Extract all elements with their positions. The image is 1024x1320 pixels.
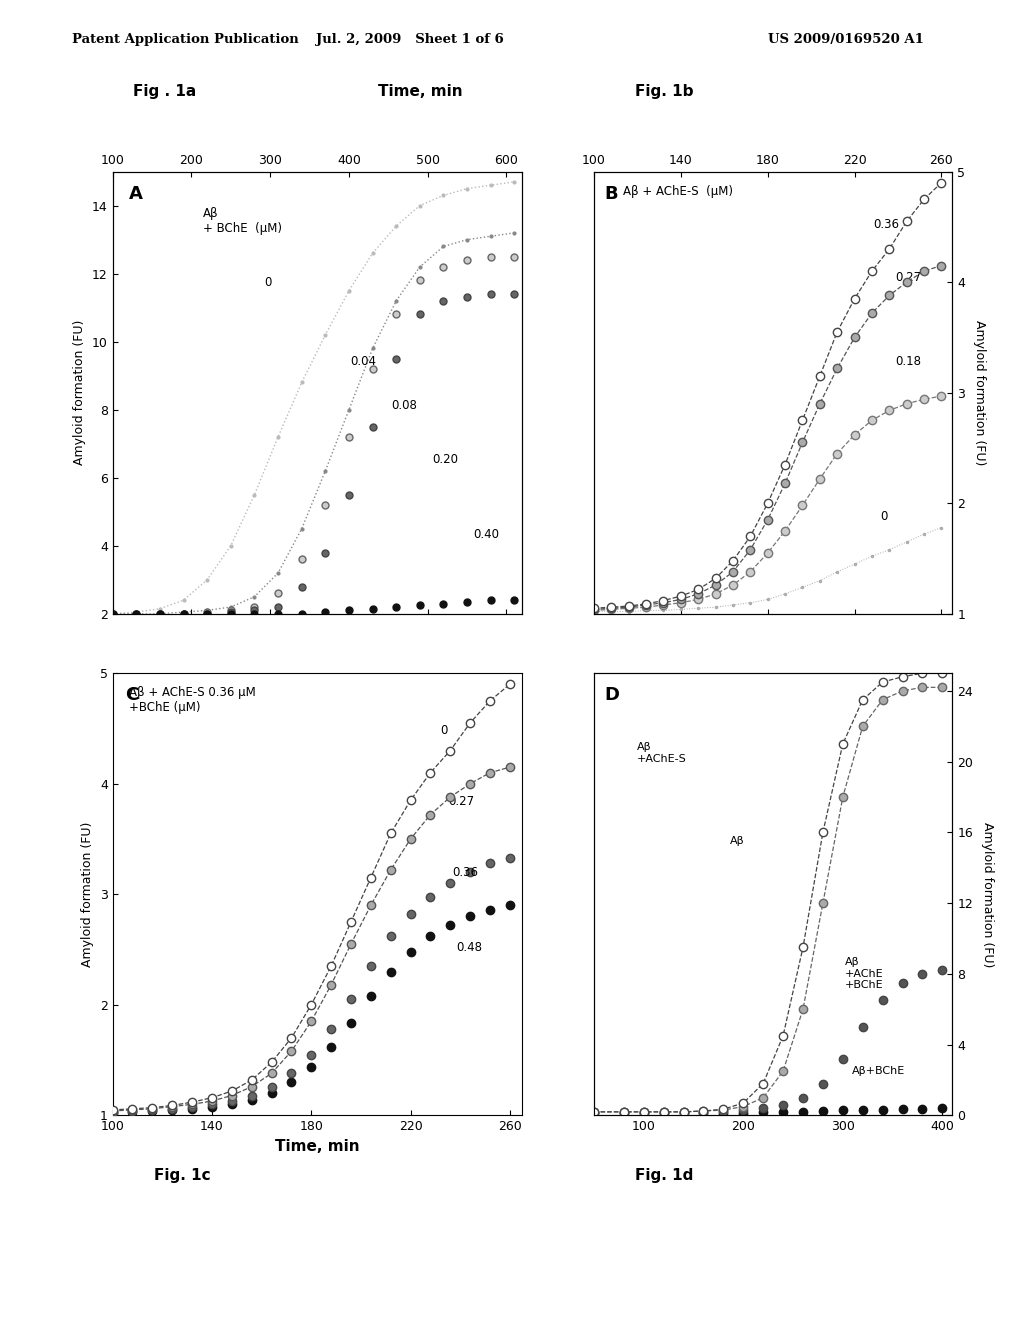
X-axis label: Time, min: Time, min	[275, 1139, 359, 1154]
Text: 0: 0	[264, 276, 271, 289]
Text: Fig. 1b: Fig. 1b	[635, 84, 693, 99]
Y-axis label: Amyloid formation (FU): Amyloid formation (FU)	[973, 319, 986, 466]
Text: A: A	[129, 185, 143, 203]
Text: Aβ + AChE-S  (μM): Aβ + AChE-S (μM)	[623, 185, 732, 198]
Text: Aβ: Aβ	[730, 837, 744, 846]
Text: Fig. 1d: Fig. 1d	[635, 1168, 693, 1183]
Text: 0.20: 0.20	[432, 453, 458, 466]
Text: Aβ
+AChE
+BChE: Aβ +AChE +BChE	[845, 957, 884, 990]
Text: 0.36: 0.36	[873, 218, 899, 231]
Text: 0.04: 0.04	[350, 355, 376, 368]
Text: 0.18: 0.18	[895, 355, 921, 368]
Text: Aβ
+ BChE  (μM): Aβ + BChE (μM)	[203, 207, 282, 235]
Text: 0.48: 0.48	[457, 941, 482, 954]
Text: 0.27: 0.27	[449, 795, 475, 808]
Text: 0: 0	[440, 725, 447, 737]
Text: 0.40: 0.40	[473, 528, 499, 541]
Text: 0: 0	[881, 510, 888, 523]
Y-axis label: Amyloid formation (FU): Amyloid formation (FU)	[74, 319, 86, 466]
Text: Patent Application Publication: Patent Application Publication	[72, 33, 298, 46]
Text: C: C	[125, 686, 138, 705]
Text: D: D	[604, 686, 620, 705]
Text: Fig . 1a: Fig . 1a	[133, 84, 197, 99]
Text: 0.36: 0.36	[453, 866, 478, 879]
Text: Aβ + AChE-S 0.36 μM
+BChE (μM): Aβ + AChE-S 0.36 μM +BChE (μM)	[129, 686, 256, 714]
Text: Aβ
+AChE-S: Aβ +AChE-S	[637, 742, 687, 763]
Text: Jul. 2, 2009   Sheet 1 of 6: Jul. 2, 2009 Sheet 1 of 6	[315, 33, 504, 46]
Text: Time, min: Time, min	[378, 84, 462, 99]
Text: Aβ+BChE: Aβ+BChE	[852, 1067, 905, 1076]
Y-axis label: Amyloid formation (FU): Amyloid formation (FU)	[81, 821, 94, 968]
Text: B: B	[604, 185, 618, 203]
Text: US 2009/0169520 A1: US 2009/0169520 A1	[768, 33, 924, 46]
Text: Fig. 1c: Fig. 1c	[154, 1168, 210, 1183]
Y-axis label: Amyloid formation (FU): Amyloid formation (FU)	[981, 821, 994, 968]
Text: 0.08: 0.08	[391, 400, 417, 412]
Text: 0.27: 0.27	[895, 271, 922, 284]
